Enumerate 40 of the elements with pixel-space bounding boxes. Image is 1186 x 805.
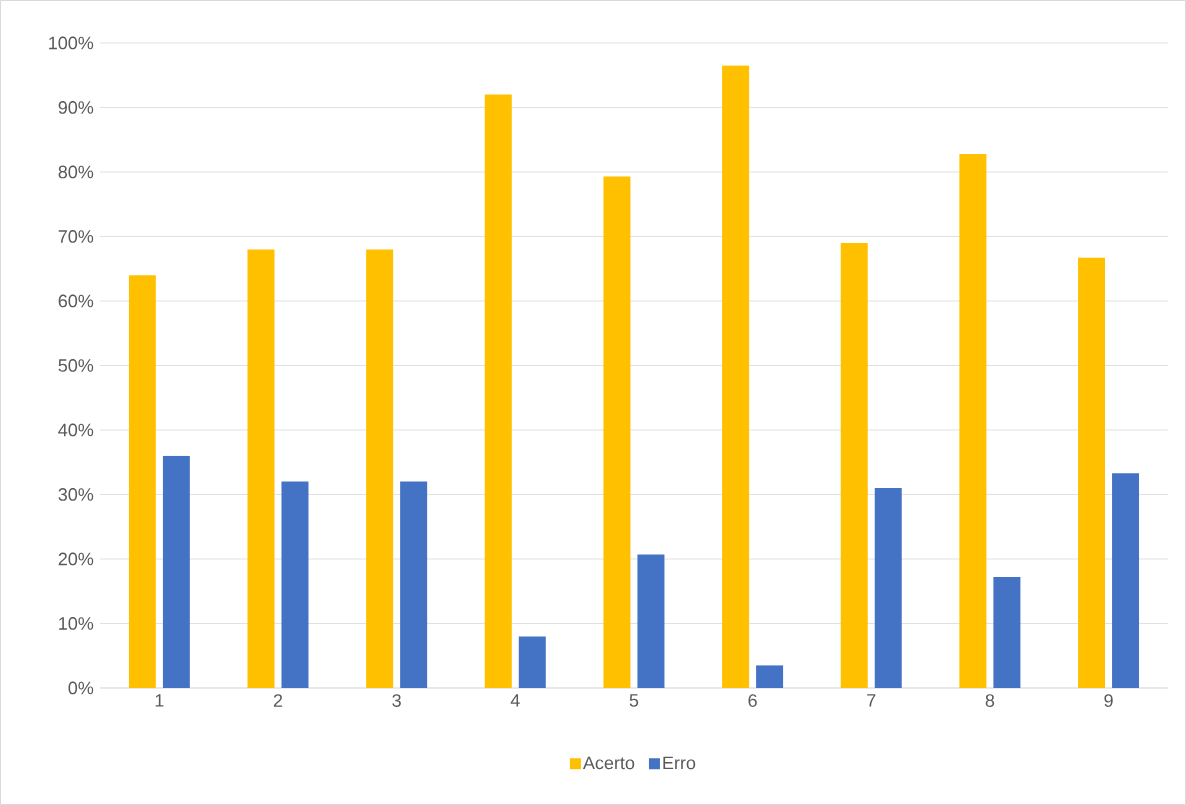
bar bbox=[400, 481, 428, 688]
bar bbox=[128, 275, 156, 688]
x-tick-label: 4 bbox=[510, 694, 520, 707]
y-tick-label: 80% bbox=[58, 165, 94, 179]
y-tick-label: 0% bbox=[68, 681, 94, 695]
x-tick-label: 5 bbox=[629, 694, 639, 707]
bar bbox=[874, 488, 902, 688]
x-tick-label: 9 bbox=[1104, 694, 1113, 707]
y-tick-label: 100% bbox=[49, 36, 94, 50]
y-tick-label: 70% bbox=[58, 230, 94, 243]
legend-label: Erro bbox=[663, 756, 696, 770]
x-tick-label: 3 bbox=[392, 694, 401, 707]
bar bbox=[1078, 257, 1106, 688]
y-tick-label: 30% bbox=[58, 488, 94, 501]
x-tick-label: 7 bbox=[867, 694, 876, 707]
bar bbox=[603, 176, 631, 688]
bar bbox=[484, 94, 512, 688]
y-tick-label: 90% bbox=[58, 101, 94, 114]
bar bbox=[959, 153, 987, 688]
bar bbox=[722, 65, 750, 688]
y-tick-label: 20% bbox=[58, 552, 94, 566]
bar bbox=[637, 554, 665, 688]
bar bbox=[756, 665, 784, 688]
x-tick-label: 1 bbox=[155, 694, 164, 707]
x-tick-label: 2 bbox=[273, 694, 283, 707]
y-tick-label: 10% bbox=[59, 617, 94, 630]
bar bbox=[993, 577, 1021, 688]
legend-label: Acerto bbox=[582, 756, 635, 770]
bar bbox=[840, 242, 868, 688]
y-tick-label: 60% bbox=[58, 294, 94, 308]
y-tick-label: 50% bbox=[58, 359, 94, 372]
bar bbox=[366, 249, 394, 688]
x-tick-label: 8 bbox=[985, 694, 995, 707]
bar bbox=[1112, 473, 1140, 688]
y-tick-label: 40% bbox=[58, 423, 94, 437]
bar bbox=[162, 455, 190, 688]
bar bbox=[247, 249, 275, 688]
bar bbox=[281, 481, 309, 688]
bar bbox=[518, 636, 546, 688]
x-tick-label: 6 bbox=[748, 694, 757, 707]
